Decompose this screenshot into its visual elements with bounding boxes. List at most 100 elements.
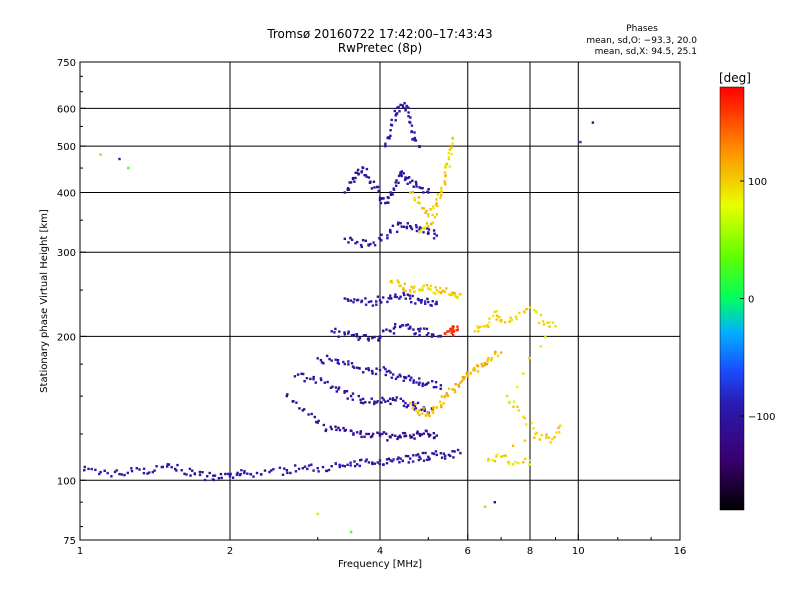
echo-point <box>359 432 362 435</box>
echo-point <box>429 284 432 287</box>
echo-point <box>495 455 498 458</box>
echo-point <box>294 464 297 467</box>
echo-point <box>289 471 292 475</box>
echo-point <box>381 432 384 436</box>
echo-point <box>430 333 434 336</box>
echo-point <box>435 201 438 205</box>
echo-point <box>493 459 497 463</box>
echo-point <box>435 198 438 201</box>
echo-point <box>315 420 318 424</box>
echo-point <box>443 290 447 293</box>
echo-point <box>411 294 414 298</box>
echo-point <box>416 411 420 414</box>
echo-point <box>438 286 442 290</box>
echo-point <box>397 174 401 178</box>
echo-point <box>498 315 501 319</box>
echo-point <box>472 369 475 372</box>
echo-point <box>198 473 202 477</box>
echo-point <box>228 475 232 478</box>
echo-point <box>425 430 428 433</box>
echo-point <box>362 371 365 374</box>
echo-point <box>371 462 374 466</box>
echo-point <box>555 431 558 434</box>
echo-point <box>219 472 223 476</box>
echo-point <box>386 234 389 237</box>
echo-point <box>130 469 134 473</box>
echo-point <box>367 339 370 342</box>
echo-point <box>400 170 403 173</box>
echo-point <box>367 367 370 370</box>
echo-point <box>490 357 494 360</box>
echo-point <box>530 421 533 425</box>
echo-point <box>418 231 421 234</box>
echo-point <box>170 466 173 469</box>
echo-point <box>325 354 329 358</box>
echo-point <box>444 163 448 166</box>
echo-point <box>359 401 363 404</box>
echo-point <box>434 450 438 453</box>
echo-point <box>511 463 515 466</box>
echo-point <box>99 153 102 156</box>
echo-point <box>451 291 454 294</box>
echo-point <box>351 176 355 180</box>
echo-point <box>367 461 371 464</box>
echo-point <box>142 472 146 475</box>
echo-point <box>301 467 304 470</box>
echo-point <box>356 171 359 174</box>
y-tick-label: 75 <box>63 536 76 547</box>
echo-point <box>389 402 392 406</box>
echo-point <box>431 410 434 413</box>
echo-point <box>135 467 138 470</box>
echo-point <box>453 391 457 394</box>
echo-point <box>427 332 430 335</box>
echo-point <box>326 380 329 384</box>
echo-point <box>285 469 288 472</box>
echo-point <box>389 459 392 462</box>
echo-point <box>389 436 392 439</box>
echo-point <box>451 136 454 140</box>
echo-point <box>410 301 413 304</box>
echo-point <box>547 436 551 439</box>
echo-point <box>373 335 376 339</box>
echo-point <box>389 294 392 297</box>
echo-point <box>302 372 305 376</box>
echo-point <box>206 475 209 478</box>
echo-point <box>306 467 309 471</box>
echo-point <box>409 434 412 437</box>
echo-point <box>118 157 121 161</box>
echo-point <box>349 181 353 184</box>
echo-point <box>416 201 420 204</box>
echo-point <box>492 314 495 318</box>
echo-point <box>429 208 432 211</box>
echo-point <box>427 287 430 290</box>
echo-point <box>448 165 451 168</box>
echo-point <box>99 470 102 474</box>
echo-point <box>410 376 413 379</box>
echo-point <box>440 403 443 407</box>
echo-point <box>398 297 401 300</box>
echo-point <box>127 166 130 170</box>
echo-point <box>421 207 424 210</box>
echo-point <box>148 471 151 474</box>
echo-point <box>429 288 432 291</box>
echo-point <box>420 299 423 302</box>
echo-point <box>349 461 352 464</box>
echo-point <box>372 180 376 183</box>
echo-point <box>348 181 351 184</box>
echo-point <box>174 467 177 471</box>
echo-point <box>213 474 217 477</box>
echo-point <box>146 472 149 475</box>
echo-point <box>387 457 391 460</box>
echo-point <box>412 379 415 382</box>
echo-point <box>415 381 418 384</box>
echo-point <box>394 434 397 437</box>
echo-point <box>407 106 410 109</box>
echo-point <box>403 102 406 105</box>
echo-point <box>481 365 484 368</box>
echo-point <box>347 330 350 333</box>
echo-point <box>447 453 451 457</box>
echo-point <box>397 456 400 459</box>
echo-point <box>533 308 536 312</box>
echo-point <box>434 203 438 206</box>
echo-point <box>193 472 196 475</box>
